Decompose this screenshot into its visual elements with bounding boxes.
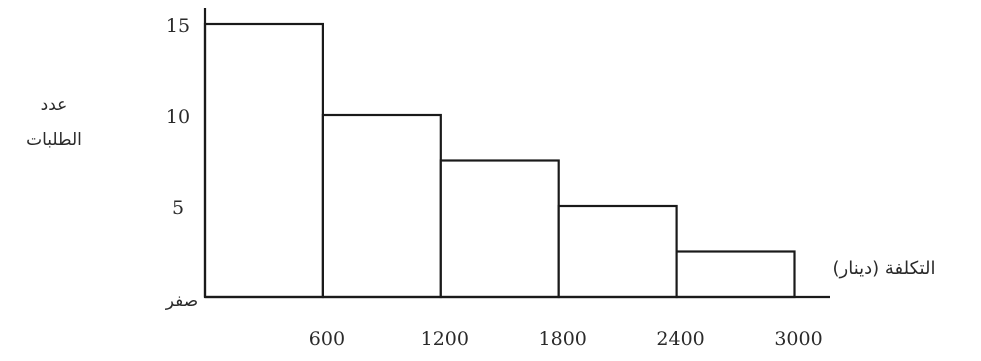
x-tick-label: 1200 [421, 328, 469, 350]
x-tick-label: 600 [309, 328, 345, 350]
x-tick-labels: 600 1200 1800 2400 3000 [309, 328, 823, 350]
y-tick-label: 10 [166, 106, 190, 128]
histogram-bar-5 [675, 250, 796, 299]
y-tick-label: 15 [166, 15, 190, 37]
y-axis-label-line-1: عدد [41, 95, 68, 115]
histogram-bar-3 [439, 159, 560, 299]
x-tick-label: 1800 [539, 328, 587, 350]
y-tick-label: 5 [172, 197, 184, 219]
bars-layer [203, 22, 796, 299]
y-axis-label-line-2: الطلبات [26, 130, 82, 150]
x-tick-label: 3000 [774, 328, 822, 350]
x-axis-label: التكلفة (دينار) [833, 258, 936, 279]
x-tick-label: 2400 [656, 328, 704, 350]
zero-label: صفر [165, 291, 198, 311]
histogram-bar-1 [203, 22, 325, 299]
y-tick-labels: 15 10 5 [166, 15, 190, 219]
histogram-bar-4 [557, 204, 678, 299]
histogram-bar-2 [321, 113, 442, 299]
